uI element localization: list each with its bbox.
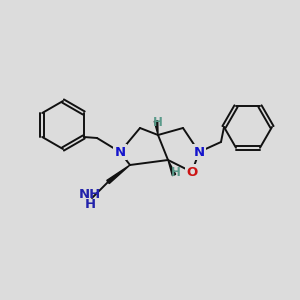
Text: H: H — [84, 199, 96, 212]
Text: NH: NH — [79, 188, 101, 202]
Text: H: H — [171, 167, 181, 179]
Text: O: O — [186, 166, 198, 178]
Text: N: N — [194, 146, 205, 158]
Text: N: N — [114, 146, 126, 158]
Polygon shape — [154, 121, 158, 135]
Polygon shape — [168, 160, 176, 176]
Polygon shape — [107, 165, 130, 184]
Text: H: H — [153, 116, 163, 128]
